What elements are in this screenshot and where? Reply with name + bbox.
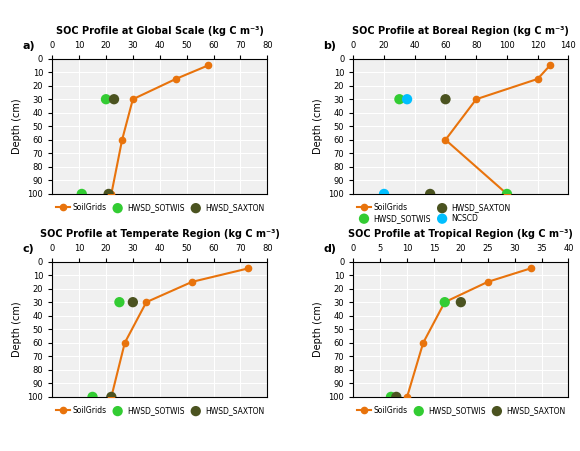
HWSD_SOTWIS bbox=[440, 299, 450, 306]
Text: c): c) bbox=[22, 244, 34, 254]
SoilGrids bbox=[534, 76, 541, 82]
Text: b): b) bbox=[323, 41, 336, 51]
Line: SoilGrids: SoilGrids bbox=[108, 265, 252, 400]
HWSD_SAXTON bbox=[128, 299, 137, 306]
Legend: SoilGrids, HWSD_SOTWIS, HWSD_SAXTON: SoilGrids, HWSD_SOTWIS, HWSD_SAXTON bbox=[56, 406, 264, 415]
Title: SOC Profile at Tropical Region (kg C m⁻³): SOC Profile at Tropical Region (kg C m⁻³… bbox=[349, 229, 573, 239]
Y-axis label: Depth (cm): Depth (cm) bbox=[12, 98, 22, 154]
Title: SOC Profile at Boreal Region (kg C m⁻³): SOC Profile at Boreal Region (kg C m⁻³) bbox=[353, 26, 570, 36]
SoilGrids bbox=[121, 340, 128, 345]
SoilGrids bbox=[143, 299, 150, 305]
HWSD_SOTWIS bbox=[102, 96, 111, 103]
HWSD_SOTWIS bbox=[88, 393, 97, 400]
HWSD_SAXTON bbox=[392, 393, 401, 400]
HWSD_SOTWIS bbox=[115, 299, 124, 306]
HWSD_SAXTON bbox=[426, 190, 435, 198]
HWSD_SOTWIS bbox=[386, 393, 396, 400]
HWSD_SAXTON bbox=[104, 190, 113, 198]
SoilGrids bbox=[484, 279, 491, 285]
Line: SoilGrids: SoilGrids bbox=[108, 62, 211, 197]
HWSD_SOTWIS bbox=[502, 190, 512, 198]
SoilGrids bbox=[205, 63, 212, 68]
SoilGrids bbox=[108, 394, 115, 400]
Text: d): d) bbox=[323, 244, 336, 254]
SoilGrids bbox=[473, 97, 480, 102]
SoilGrids bbox=[119, 137, 126, 143]
SoilGrids bbox=[245, 266, 252, 271]
SoilGrids bbox=[527, 266, 534, 271]
Title: SOC Profile at Temperate Region (kg C m⁻³): SOC Profile at Temperate Region (kg C m⁻… bbox=[40, 229, 280, 239]
SoilGrids bbox=[442, 137, 449, 143]
Legend: SoilGrids, HWSD_SOTWIS, HWSD_SAXTON: SoilGrids, HWSD_SOTWIS, HWSD_SAXTON bbox=[357, 406, 566, 415]
Y-axis label: Depth (cm): Depth (cm) bbox=[313, 98, 323, 154]
HWSD_SAXTON bbox=[441, 96, 450, 103]
HWSD_SOTWIS bbox=[77, 190, 86, 198]
SoilGrids bbox=[546, 63, 553, 68]
HWSD_SOTWIS bbox=[395, 96, 404, 103]
Text: a): a) bbox=[22, 41, 35, 51]
HWSD_SAXTON bbox=[456, 299, 466, 306]
Legend: SoilGrids, HWSD_SOTWIS, HWSD_SAXTON, NCSCD: SoilGrids, HWSD_SOTWIS, HWSD_SAXTON, NCS… bbox=[357, 203, 510, 223]
SoilGrids bbox=[441, 299, 448, 305]
Line: SoilGrids: SoilGrids bbox=[404, 265, 534, 400]
HWSD_SAXTON bbox=[110, 96, 119, 103]
SoilGrids bbox=[420, 340, 427, 345]
HWSD_SAXTON bbox=[107, 393, 116, 400]
NCSCD bbox=[379, 190, 389, 198]
Legend: SoilGrids, HWSD_SOTWIS, HWSD_SAXTON: SoilGrids, HWSD_SOTWIS, HWSD_SAXTON bbox=[56, 203, 264, 212]
Y-axis label: Depth (cm): Depth (cm) bbox=[313, 301, 323, 357]
SoilGrids bbox=[172, 76, 179, 82]
SoilGrids bbox=[188, 279, 195, 285]
SoilGrids bbox=[108, 191, 115, 197]
Y-axis label: Depth (cm): Depth (cm) bbox=[12, 301, 22, 357]
SoilGrids bbox=[404, 394, 411, 400]
Line: SoilGrids: SoilGrids bbox=[443, 62, 553, 197]
Title: SOC Profile at Global Scale (kg C m⁻³): SOC Profile at Global Scale (kg C m⁻³) bbox=[56, 26, 264, 36]
NCSCD bbox=[403, 96, 412, 103]
SoilGrids bbox=[503, 191, 510, 197]
SoilGrids bbox=[129, 97, 136, 102]
